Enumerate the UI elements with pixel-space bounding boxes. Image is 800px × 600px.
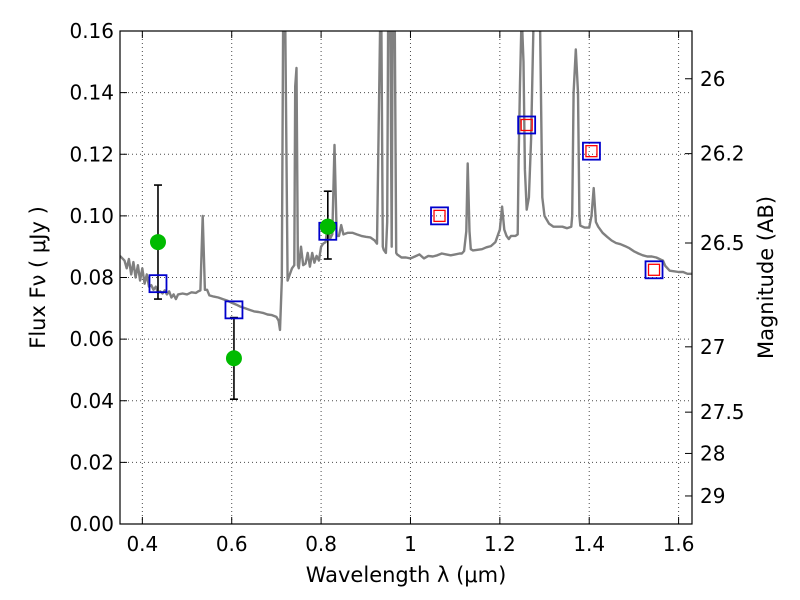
right-tick-label: 27	[700, 335, 725, 359]
observed-flux-point	[149, 234, 166, 251]
right-tick-label: 26.2	[700, 142, 745, 166]
x-tick-label: 1.4	[573, 532, 605, 556]
y-tick-label: 0.14	[69, 81, 114, 105]
observed-flux-point	[319, 218, 336, 235]
y-tick-label: 0.02	[69, 450, 114, 474]
observed-flux-point	[225, 350, 242, 367]
right-axis-label: Magnitude (AB)	[754, 196, 778, 359]
plot-area	[120, 31, 692, 401]
model-flux-square	[148, 274, 168, 294]
y-tick-label: 0.16	[69, 19, 114, 43]
sed-spectrum-line	[120, 31, 692, 332]
y-tick-label: 0.12	[69, 142, 114, 166]
axis-ticks: 0.4 0.6 0.8 1 1.2 1.4 1.6 0.00 0.02 0.04 0.06 0.08 0…	[69, 19, 744, 556]
upper-limit-square	[433, 209, 446, 223]
x-tick-label: 1.2	[484, 532, 516, 556]
right-tick-label: 27.5	[700, 400, 745, 424]
right-tick-label: 26.5	[700, 231, 745, 255]
x-tick-label: 1	[404, 532, 417, 556]
x-tick-label: 0.8	[305, 532, 337, 556]
x-axis-label: Wavelength λ (μm)	[306, 563, 507, 587]
y-tick-label: 0.08	[69, 266, 114, 290]
model-flux-square	[644, 260, 664, 280]
grid	[120, 30, 692, 525]
y-tick-label: 0.04	[69, 389, 114, 413]
y-tick-label: 0.06	[69, 327, 114, 351]
plot-content	[120, 31, 692, 401]
x-tick-label: 0.4	[126, 532, 158, 556]
model-flux-square	[430, 206, 449, 226]
right-tick-label: 29	[700, 484, 725, 508]
model-flux-square	[224, 300, 244, 320]
upper-limit-square	[520, 118, 533, 132]
right-tick-label: 28	[700, 441, 725, 465]
y-tick-label: 0.00	[69, 512, 114, 536]
plot-frame	[119, 30, 693, 525]
model-flux-square	[517, 115, 537, 135]
upper-limit-square	[585, 145, 598, 158]
y-tick-label: 0.10	[69, 204, 114, 228]
model-flux-square	[582, 141, 601, 161]
upper-limit-square	[647, 263, 661, 276]
x-tick-label: 0.6	[216, 532, 248, 556]
y-axis-label: Flux Fν ( μJy )	[26, 206, 50, 349]
x-tick-label: 1.6	[663, 532, 695, 556]
right-tick-label: 26	[700, 67, 725, 91]
